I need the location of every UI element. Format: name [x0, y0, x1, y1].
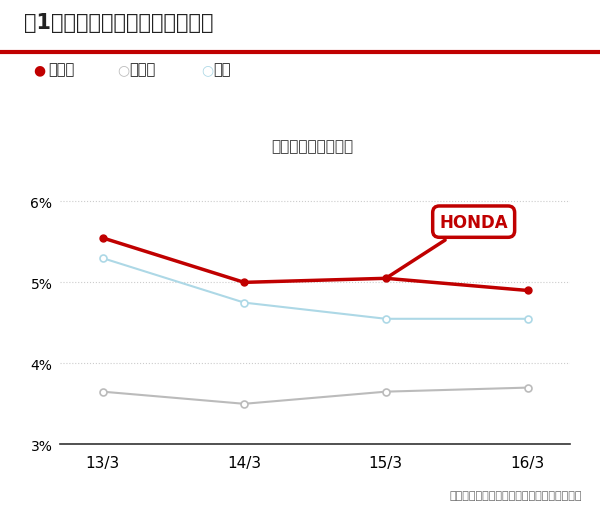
Text: HONDA: HONDA	[388, 213, 508, 277]
Text: ○: ○	[201, 63, 213, 77]
Text: 日産: 日産	[213, 62, 230, 77]
Text: ホンダ: ホンダ	[48, 62, 74, 77]
Text: ●: ●	[33, 63, 45, 77]
Text: 出所：ブライトワイズコンサルティング作成: 出所：ブライトワイズコンサルティング作成	[449, 490, 582, 500]
Text: トヨタ: トヨタ	[129, 62, 155, 77]
Text: 売上高研究開発費率: 売上高研究開発費率	[271, 139, 353, 154]
Text: ○: ○	[117, 63, 129, 77]
Text: 図1　研究開発費をかけるホンダ: 図1 研究開発費をかけるホンダ	[24, 13, 214, 33]
